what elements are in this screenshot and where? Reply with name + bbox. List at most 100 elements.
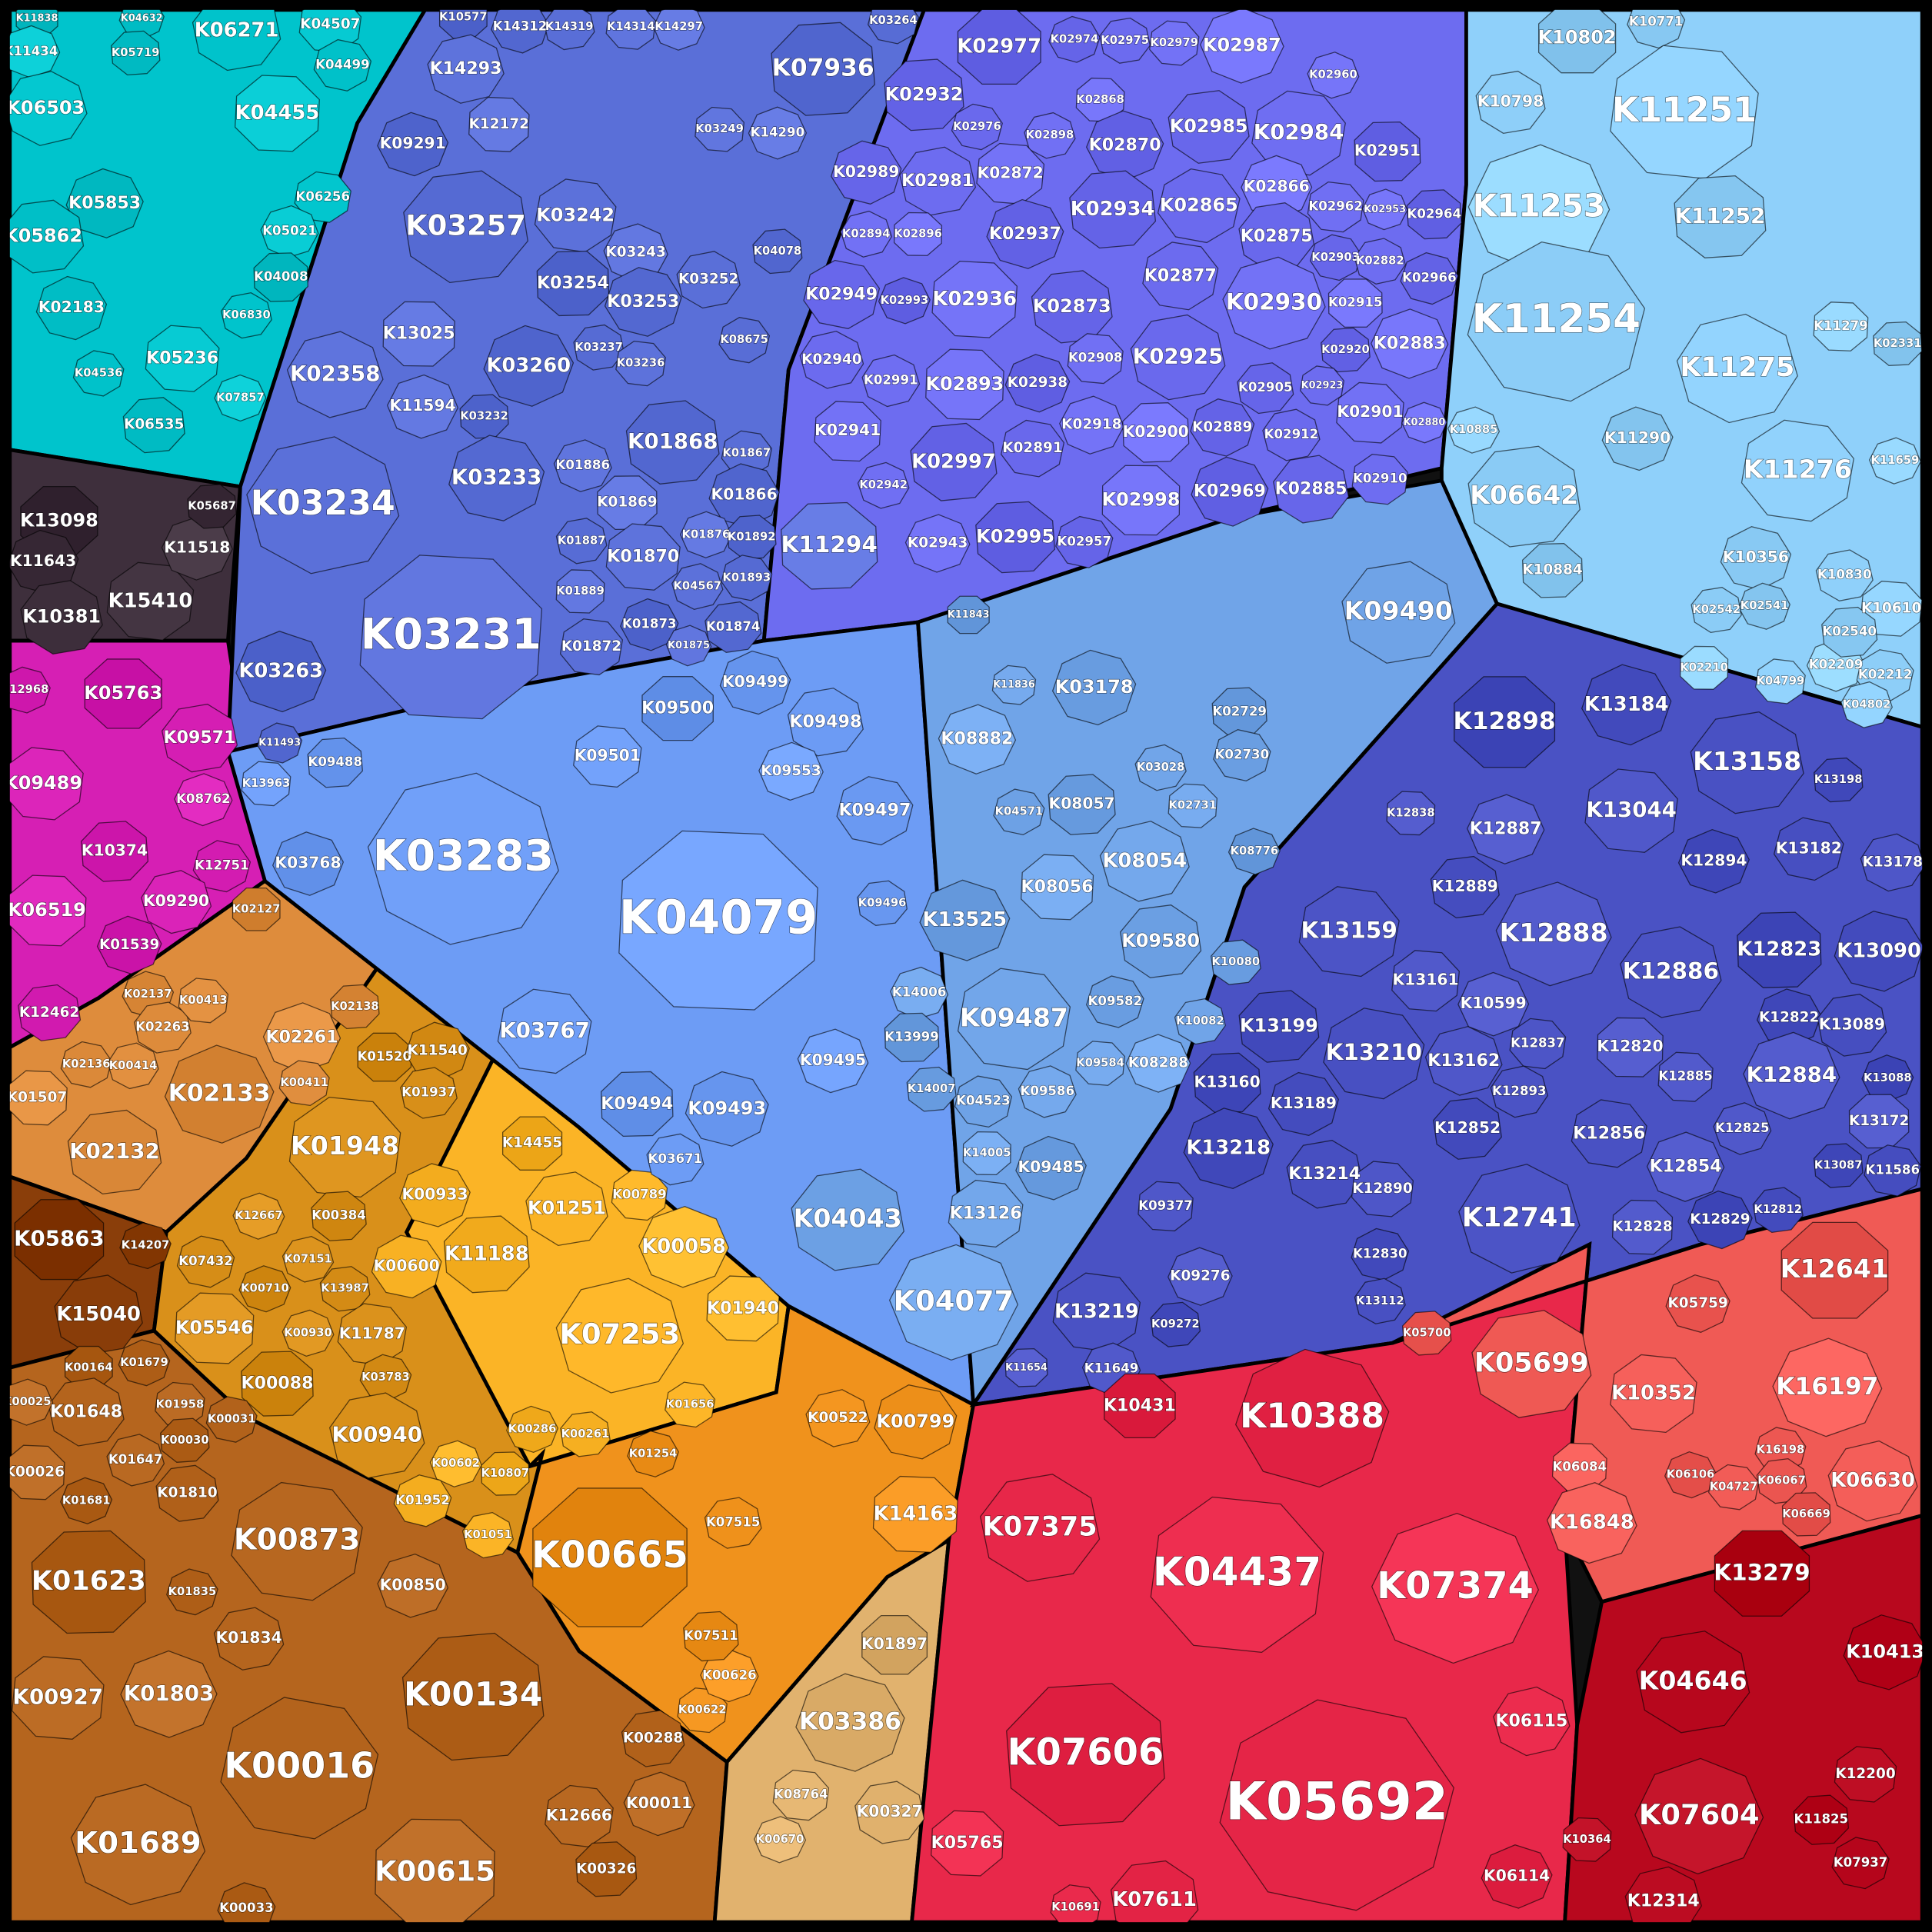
treemap-cell	[329, 1392, 425, 1479]
cell-label: K13210	[1326, 1039, 1422, 1065]
treemap-cell	[382, 301, 455, 367]
cell-label: K11659	[1871, 454, 1920, 467]
cell-label: K11838	[16, 13, 58, 25]
treemap-cell	[1772, 1337, 1883, 1437]
cell-label: K02957	[1058, 534, 1112, 548]
treemap-cell	[872, 1475, 958, 1553]
treemap-cell	[220, 1697, 379, 1840]
cell-label: K09571	[164, 728, 236, 748]
treemap-cell	[948, 1179, 1024, 1248]
cell-label: K10082	[1176, 1014, 1224, 1028]
treemap-cell	[1743, 1031, 1840, 1120]
treemap-cell	[67, 1109, 162, 1195]
treemap-cell	[1150, 1301, 1201, 1347]
cell-label: K01886	[555, 458, 610, 472]
cell-label: K01892	[728, 530, 776, 543]
treemap-cell	[1134, 744, 1187, 791]
cell-label: K00411	[280, 1076, 328, 1089]
treemap-cell	[620, 598, 679, 651]
cell-label: K06669	[1782, 1507, 1830, 1521]
cell-label: K10798	[1477, 92, 1544, 110]
treemap-cell	[141, 870, 212, 934]
treemap-cell	[993, 788, 1045, 836]
cell-label: K00016	[224, 1744, 375, 1786]
treemap-cell	[1780, 1221, 1889, 1319]
cell-label: K09582	[1088, 994, 1143, 1008]
cell-label: K09489	[4, 772, 82, 794]
cell-label: K00626	[702, 1667, 757, 1682]
cell-label: K06067	[1757, 1474, 1806, 1487]
treemap-cell	[1601, 406, 1674, 471]
treemap-cell	[371, 1234, 442, 1299]
cell-label: K06830	[222, 308, 271, 321]
treemap-cell	[1267, 1071, 1339, 1136]
cell-label: K04499	[315, 57, 370, 72]
treemap-cell	[1834, 1746, 1897, 1803]
treemap-cell	[12, 1656, 105, 1740]
treemap-cell	[1868, 437, 1921, 485]
cell-label: K01889	[556, 585, 605, 598]
treemap-cell	[605, 523, 681, 591]
cell-label: K00413	[179, 994, 228, 1007]
treemap-cell	[403, 170, 528, 284]
treemap-cell	[1624, 1866, 1702, 1932]
cell-label: K01539	[99, 937, 159, 953]
cell-label: K14312	[493, 19, 548, 34]
cell-label: K14207	[122, 1239, 170, 1252]
treemap-cell	[393, 1474, 452, 1527]
cell-label: K10577	[439, 10, 488, 23]
treemap-cell	[1351, 1161, 1414, 1217]
treemap-cell	[1157, 168, 1241, 244]
cell-label: K07374	[1377, 1565, 1534, 1607]
cell-label: K04632	[121, 13, 163, 25]
treemap-cell	[319, 1266, 371, 1312]
cell-label: K01958	[156, 1397, 205, 1411]
treemap-cell	[890, 966, 949, 1020]
cell-label: K03028	[1137, 761, 1185, 774]
treemap-cell	[884, 1012, 940, 1063]
cell-label: K14290	[751, 125, 805, 140]
cell-label: K12641	[1780, 1254, 1889, 1284]
cell-label: K13198	[1814, 773, 1863, 786]
treemap-cell	[1018, 1065, 1077, 1118]
treemap-cell	[260, 205, 319, 258]
treemap-cell	[241, 761, 291, 807]
treemap-cell	[1562, 1817, 1612, 1862]
treemap-cell	[330, 984, 380, 1030]
cell-label: K05853	[68, 193, 141, 213]
cell-label: K03768	[275, 854, 341, 872]
cell-label: K00058	[641, 1235, 726, 1258]
treemap-cell	[1843, 1614, 1927, 1690]
cell-label: K00615	[375, 1855, 495, 1888]
cell-label: K02898	[1026, 128, 1074, 142]
treemap-cell	[772, 1769, 830, 1821]
treemap-cell	[1636, 1631, 1750, 1734]
treemap-cell	[1075, 1041, 1126, 1086]
cell-label: K02358	[290, 361, 381, 386]
cell-label: K13999	[884, 1029, 939, 1044]
treemap-cell	[1122, 402, 1190, 463]
cell-label: K04078	[754, 245, 802, 258]
treemap-cell	[262, 1002, 341, 1073]
cell-label: K13090	[1837, 939, 1921, 962]
treemap-cell	[857, 461, 910, 509]
treemap-cell	[954, 1075, 1012, 1128]
treemap-cell	[175, 1292, 255, 1364]
cell-label: K00600	[374, 1256, 440, 1274]
treemap-cell	[1354, 1277, 1406, 1324]
cell-label: K02893	[925, 373, 1004, 395]
treemap-cell	[861, 1614, 928, 1675]
treemap-cell	[187, 484, 237, 529]
cell-label: K02877	[1144, 265, 1217, 285]
treemap-cell	[294, 171, 351, 223]
cell-label: K08054	[1102, 849, 1187, 872]
cell-label: K02212	[1858, 667, 1913, 681]
cell-label: K04523	[956, 1094, 1011, 1108]
treemap-cell	[721, 555, 773, 601]
cell-label: K13087	[1814, 1159, 1863, 1172]
treemap-cell	[6, 1070, 68, 1126]
cell-label: K04079	[619, 891, 818, 944]
treemap-cell	[288, 1096, 401, 1198]
cell-label: K02908	[1068, 351, 1123, 365]
treemap-cell	[145, 325, 220, 392]
